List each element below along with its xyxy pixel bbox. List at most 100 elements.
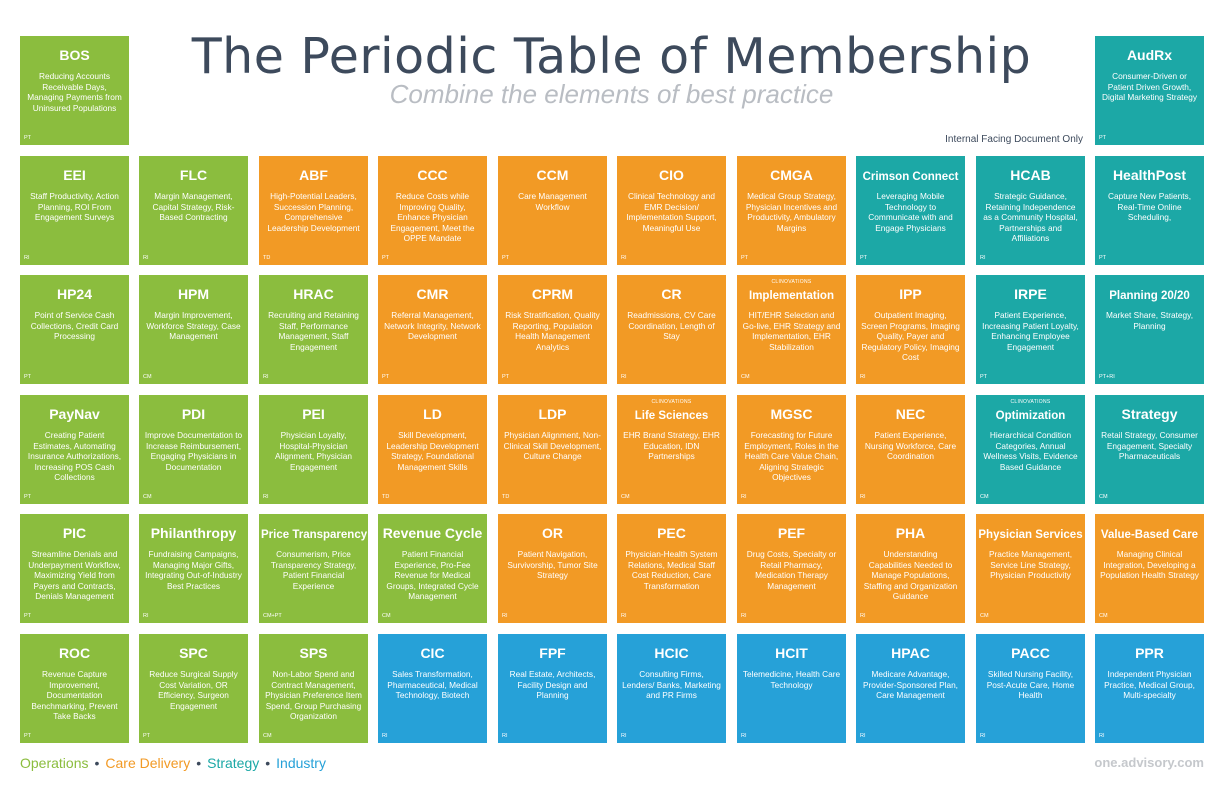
element-abbreviation: BOS [59, 47, 90, 63]
element-tile-ccc[interactable]: CCC Reduce Costs while Improving Quality,… [378, 156, 487, 265]
element-tile-hpm[interactable]: HPM Margin Improvement, Workforce Strateg… [139, 275, 248, 384]
element-code: RI [741, 494, 747, 500]
element-tile-healthpost[interactable]: HealthPost Capture New Patients, Real-Tim… [1095, 156, 1204, 265]
element-tile-hcic[interactable]: HCIC Consulting Firms, Lenders/ Banks, Ma… [617, 634, 726, 743]
element-code: RI [263, 374, 269, 380]
element-code: PT [24, 613, 32, 619]
element-tile-irpe[interactable]: IRPE Patient Experience, Increasing Patie… [976, 275, 1085, 384]
element-tile-roc[interactable]: ROC Revenue Capture Improvement, Document… [20, 634, 129, 743]
element-abbreviation: PIC [62, 525, 87, 541]
element-code: TD [382, 494, 390, 500]
element-description: Margin Management, Capital Strategy, Ris… [152, 191, 235, 223]
element-tile-pec[interactable]: PEC Physician-Health System Relations, Me… [617, 514, 726, 623]
element-abbreviation: CPRM [531, 286, 574, 302]
element-description: Physician Loyalty, Hospital-Physician Al… [274, 430, 352, 472]
element-code: RI [263, 494, 269, 500]
element-description: Skill Development, Leadership Developmen… [386, 430, 479, 472]
element-tile-ccm[interactable]: CCM Care Management Workflow PT [498, 156, 607, 265]
element-code: RI [621, 255, 627, 261]
element-abbreviation: Crimson Connect [862, 171, 959, 183]
element-tile-cio[interactable]: CIO Clinical Technology and EMR Decision/… [617, 156, 726, 265]
element-code: CM [382, 613, 391, 619]
element-description: Patient Navigation, Survivorship, Tumor … [507, 549, 598, 581]
element-tile-optimization[interactable]: CLINOVATIONS Optimization Hierarchical Con… [976, 395, 1085, 504]
element-tile-planning-20-20[interactable]: Planning 20/20 Market Share, Strategy, Pl… [1095, 275, 1204, 384]
element-tile-bos[interactable]: BOS Reducing Accounts Receivable Days, Ma… [20, 36, 129, 145]
element-tile-hpac[interactable]: HPAC Medicare Advantage, Provider-Sponsor… [856, 634, 965, 743]
element-tile-cic[interactable]: CIC Sales Transformation, Pharmaceutical,… [378, 634, 487, 743]
element-tile-pic[interactable]: PIC Streamline Denials and Underpayment W… [20, 514, 129, 623]
page-title: The Periodic Table of Membership [191, 28, 1032, 85]
element-tile-fpf[interactable]: FPF Real Estate, Architects, Facility Des… [498, 634, 607, 743]
element-tile-revenue-cycle[interactable]: Revenue Cycle Patient Financial Experienc… [378, 514, 487, 623]
element-tile-pdi[interactable]: PDI Improve Documentation to Increase Rei… [139, 395, 248, 504]
element-tile-ppr[interactable]: PPR Independent Physician Practice, Medic… [1095, 634, 1204, 743]
element-tile-implementation[interactable]: CLINOVATIONS Implementation HIT/EHR Select… [737, 275, 846, 384]
element-tile-hcit[interactable]: HCIT Telemedicine, Health Care Technology… [737, 634, 846, 743]
element-tile-hcab[interactable]: HCAB Strategic Guidance, Retaining Indepe… [976, 156, 1085, 265]
element-abbreviation: HCAB [1010, 167, 1051, 183]
element-tile-philanthropy[interactable]: Philanthropy Fundraising Campaigns, Manag… [139, 514, 248, 623]
element-brand-label: CLINOVATIONS [771, 279, 812, 285]
element-code: PT [24, 374, 32, 380]
element-code: PT [24, 494, 32, 500]
element-tile-value-based-care[interactable]: Value-Based Care Managing Clinical Integr… [1095, 514, 1204, 623]
element-description: Staff Productivity, Action Planning, ROI… [30, 191, 119, 223]
website-url[interactable]: one.advisory.com [1094, 755, 1204, 770]
legend-care-delivery: Care Delivery [105, 755, 191, 771]
element-code: RI [860, 613, 866, 619]
element-code: CM [741, 374, 750, 380]
element-code: RI [621, 374, 627, 380]
element-tile-hp24[interactable]: HP24 Point of Service Cash Collections, C… [20, 275, 129, 384]
element-abbreviation: PPR [1135, 645, 1164, 661]
element-abbreviation: PEF [777, 525, 806, 541]
element-tile-paynav[interactable]: PayNav Creating Patient Estimates, Automa… [20, 395, 129, 504]
element-tile-eei[interactable]: EEI Staff Productivity, Action Planning, … [20, 156, 129, 265]
element-abbreviation: MGSC [770, 406, 813, 422]
element-description: EHR Brand Strategy, EHR Education, IDN P… [623, 430, 720, 462]
element-tile-nec[interactable]: NEC Patient Experience, Nursing Workforce… [856, 395, 965, 504]
element-tile-cprm[interactable]: CPRM Risk Stratification, Quality Reporti… [498, 275, 607, 384]
element-code: RI [143, 613, 149, 619]
element-tile-life-sciences[interactable]: CLINOVATIONS Life Sciences EHR Brand Strat… [617, 395, 726, 504]
element-tile-pei[interactable]: PEI Physician Loyalty, Hospital-Physician… [259, 395, 368, 504]
element-code: CM [621, 494, 630, 500]
element-abbreviation: FLC [179, 167, 208, 183]
element-brand-label: CLINOVATIONS [651, 399, 692, 405]
element-code: PT [24, 733, 32, 739]
element-description: Referral Management, Network Integrity, … [384, 310, 481, 342]
element-tile-or[interactable]: OR Patient Navigation, Survivorship, Tumo… [498, 514, 607, 623]
element-tile-cr[interactable]: CR Readmissions, CV Care Coordination, Le… [617, 275, 726, 384]
element-description: Skilled Nursing Facility, Post-Acute Car… [986, 669, 1075, 701]
element-abbreviation: HCIT [775, 645, 808, 661]
element-description: Physician Alignment, Non-Clinical Skill … [503, 430, 602, 462]
element-tile-sps[interactable]: SPS Non-Labor Spend and Contract Manageme… [259, 634, 368, 743]
element-tile-price-transparency[interactable]: Price Transparency Consumerism, Price Tra… [259, 514, 368, 623]
element-tile-cmr[interactable]: CMR Referral Management, Network Integrit… [378, 275, 487, 384]
element-description: Consumer-Driven or Patient Driven Growth… [1102, 71, 1197, 103]
element-abbreviation: HPAC [891, 645, 930, 661]
element-tile-audrx[interactable]: AudRx Consumer-Driven or Patient Driven G… [1095, 36, 1204, 145]
element-tile-ldp[interactable]: LDP Physician Alignment, Non-Clinical Ski… [498, 395, 607, 504]
element-tile-pef[interactable]: PEF Drug Costs, Specialty or Retail Pharm… [737, 514, 846, 623]
element-tile-flc[interactable]: FLC Margin Management, Capital Strategy, … [139, 156, 248, 265]
element-tile-abf[interactable]: ABF High-Potential Leaders, Succession Pl… [259, 156, 368, 265]
element-tile-pha[interactable]: PHA Understanding Capabilities Needed to … [856, 514, 965, 623]
element-code: PT [860, 255, 868, 261]
element-tile-pacc[interactable]: PACC Skilled Nursing Facility, Post-Acute… [976, 634, 1085, 743]
element-tile-ld[interactable]: LD Skill Development, Leadership Developm… [378, 395, 487, 504]
element-tile-cmga[interactable]: CMGA Medical Group Strategy, Physician In… [737, 156, 846, 265]
element-abbreviation: Price Transparency [261, 529, 368, 541]
element-code: RI [741, 733, 747, 739]
element-description: Drug Costs, Specialty or Retail Pharmacy… [746, 549, 837, 591]
element-description: Care Management Workflow [518, 191, 587, 212]
element-tile-physician-services[interactable]: Physician Services Practice Management, S… [976, 514, 1085, 623]
element-code: RI [741, 613, 747, 619]
element-tile-ipp[interactable]: IPP Outpatient Imaging, Screen Programs, … [856, 275, 965, 384]
element-tile-spc[interactable]: SPC Reduce Surgical Supply Cost Variation… [139, 634, 248, 743]
element-tile-crimson-connect[interactable]: Crimson Connect Leveraging Mobile Technol… [856, 156, 965, 265]
element-tile-strategy[interactable]: Strategy Retail Strategy, Consumer Engage… [1095, 395, 1204, 504]
element-tile-hrac[interactable]: HRAC Recruiting and Retaining Staff, Perf… [259, 275, 368, 384]
category-legend: Operations • Care Delivery • Strategy • Indust… [20, 755, 326, 771]
element-tile-mgsc[interactable]: MGSC Forecasting for Future Employment, R… [737, 395, 846, 504]
